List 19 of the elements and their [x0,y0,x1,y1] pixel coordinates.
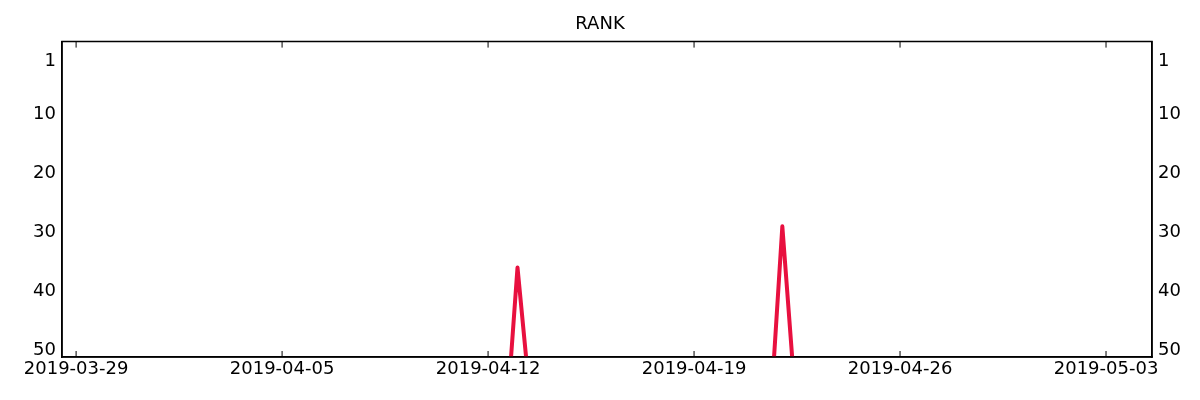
y-tick-label: 50 [33,337,56,359]
x-tick-label: 2019-05-03 [1053,357,1159,379]
x-tick-label: 2019-04-19 [641,357,747,379]
y-tick-label: 20 [33,161,56,183]
chart-title: RANK [575,12,626,34]
y-tick-label: 1 [44,49,56,71]
y2-tick-label: 1 [1158,49,1170,71]
x-tick-label: 2019-04-12 [435,357,541,379]
y2-tick-label: 40 [1158,278,1181,300]
y-tick-label: 40 [33,278,56,300]
x-tick-label: 2019-03-29 [23,357,129,379]
y2-tick-label: 50 [1158,337,1181,359]
y-tick-label: 30 [33,219,56,241]
y2-tick-label: 30 [1158,219,1181,241]
y2-tick-label: 10 [1158,102,1181,124]
y2-tick-label: 20 [1158,161,1181,183]
x-tick-label: 2019-04-05 [229,357,335,379]
y-tick-label: 10 [33,102,56,124]
x-tick-label: 2019-04-26 [847,357,953,379]
